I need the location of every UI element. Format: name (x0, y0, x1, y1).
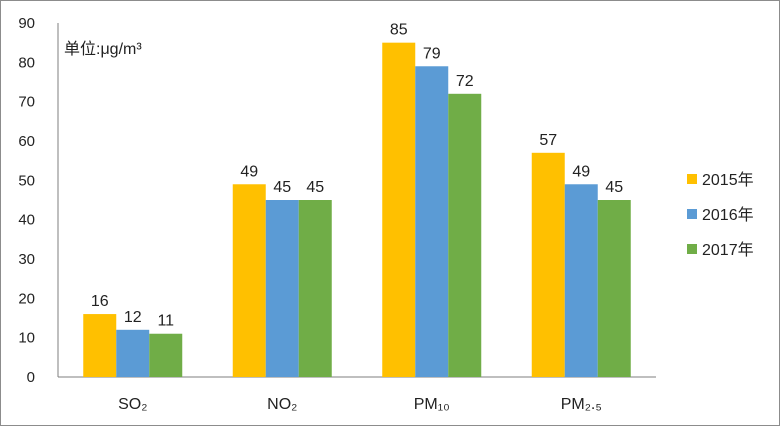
bar (265, 200, 299, 377)
data-label: 11 (157, 313, 174, 330)
y-tick-label: 0 (27, 369, 35, 386)
legend-label: 2015年 (702, 171, 754, 189)
y-tick-label: 30 (18, 251, 35, 268)
bar (83, 314, 117, 377)
y-tick-label: 70 (18, 94, 35, 111)
data-label: 49 (572, 163, 590, 180)
bar (149, 333, 183, 377)
legend-swatch (687, 174, 697, 184)
category-label: SO₂ (118, 396, 147, 413)
bar (531, 152, 565, 377)
y-tick-label: 90 (18, 15, 35, 32)
bar-groups: 16 12 11 49 45 45 85 79 72 57 49 45 (83, 22, 631, 378)
data-label: 16 (91, 293, 109, 310)
y-tick-label: 20 (18, 290, 35, 307)
data-label: 12 (124, 309, 142, 326)
bar (448, 93, 482, 378)
category-label: PM₁₀ (414, 396, 450, 413)
bar (415, 66, 449, 378)
y-tick-label: 40 (18, 212, 35, 229)
y-tick-label: 50 (18, 172, 35, 189)
bar (564, 184, 598, 377)
category-label: PM₂.₅ (561, 396, 602, 413)
legend: 2015年 2016年 2017年 (687, 171, 754, 259)
data-label: 79 (423, 45, 441, 62)
data-label: 45 (306, 179, 324, 196)
data-label: 57 (539, 132, 557, 149)
bar (597, 200, 631, 377)
data-label: 72 (456, 73, 474, 90)
legend-swatch (687, 244, 697, 254)
y-tick-labels: 0 10 20 30 40 50 60 70 80 90 (18, 15, 35, 386)
category-labels: SO₂ NO₂ PM₁₀ PM₂.₅ (118, 396, 602, 413)
unit-label: 单位:μg/m³ (64, 40, 142, 58)
y-tick-label: 10 (18, 330, 35, 347)
bar (382, 42, 416, 378)
bar (116, 329, 150, 377)
y-tick-label: 60 (18, 133, 35, 150)
data-label: 85 (390, 22, 408, 39)
legend-label: 2017年 (702, 241, 754, 259)
y-tick-label: 80 (18, 54, 35, 71)
data-label: 45 (273, 179, 291, 196)
category-label: NO₂ (267, 396, 297, 413)
bar (298, 200, 332, 377)
bar (232, 184, 266, 377)
data-label: 45 (605, 179, 623, 196)
legend-label: 2016年 (702, 206, 754, 224)
legend-swatch (687, 209, 697, 219)
data-label: 49 (240, 163, 258, 180)
